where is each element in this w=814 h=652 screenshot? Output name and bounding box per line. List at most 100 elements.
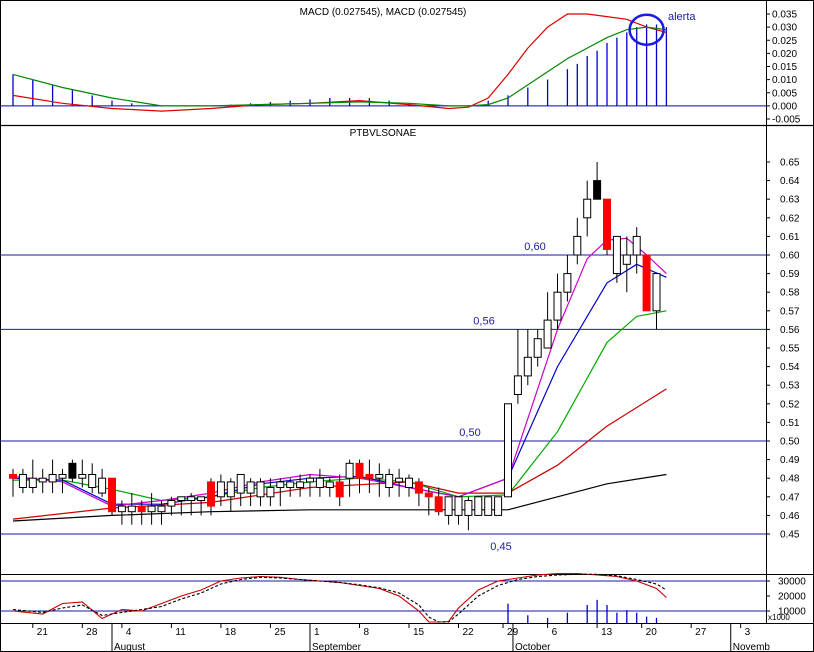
x-month-label: Novemb bbox=[733, 642, 771, 652]
candle-body bbox=[216, 481, 225, 498]
candle-body bbox=[226, 481, 235, 498]
candle-body bbox=[58, 473, 67, 479]
candle-body bbox=[622, 254, 631, 265]
candle-body bbox=[108, 477, 116, 513]
candle-body bbox=[88, 473, 97, 489]
macd-y-tick-label: 0.025 bbox=[772, 36, 797, 47]
macd-title: MACD (0.027545), MACD (0.027545) bbox=[300, 7, 467, 18]
price-y-tick-label: 0.52 bbox=[780, 399, 800, 410]
candle-body bbox=[563, 273, 572, 293]
x-day-tick-label: 25 bbox=[274, 627, 286, 638]
candle-body bbox=[365, 473, 374, 479]
candle-body bbox=[18, 473, 27, 489]
support-resistance-label: 0,60 bbox=[524, 241, 545, 253]
price-y-tick-label: 0.65 bbox=[780, 158, 800, 169]
candle-body bbox=[315, 477, 324, 489]
candle-body bbox=[137, 505, 146, 513]
price-y-tick-label: 0.54 bbox=[780, 362, 800, 373]
x-day-tick-label: 20 bbox=[646, 627, 658, 638]
price-y-tick-label: 0.47 bbox=[780, 492, 800, 503]
candle-body bbox=[177, 496, 186, 502]
osc-y-tick-label: 10000 bbox=[778, 607, 806, 618]
candle-body bbox=[385, 473, 394, 489]
candle-body bbox=[444, 496, 453, 516]
candle-body bbox=[167, 500, 176, 507]
candle-body bbox=[306, 477, 314, 483]
price-y-tick-label: 0.45 bbox=[780, 530, 800, 541]
candle-body bbox=[612, 235, 621, 275]
candle-body bbox=[414, 481, 423, 494]
price-y-tick-label: 0.63 bbox=[780, 195, 800, 206]
candle-body bbox=[197, 496, 206, 502]
price-y-tick-label: 0.59 bbox=[780, 269, 800, 280]
macd-line bbox=[12, 13, 667, 112]
candle-body bbox=[395, 477, 404, 483]
candle-body bbox=[504, 403, 512, 498]
x-month-label: August bbox=[114, 642, 145, 652]
candle-body bbox=[375, 473, 384, 479]
macd-y-tick-label: -0.005 bbox=[772, 115, 801, 126]
x-day-tick-label: 22 bbox=[463, 627, 475, 638]
candle-body bbox=[593, 180, 602, 200]
support-resistance-label: 0,56 bbox=[473, 315, 494, 327]
macd-y-tick-label: 0.015 bbox=[772, 62, 797, 73]
x-day-tick-label: 1 bbox=[314, 627, 320, 638]
candle-body bbox=[98, 477, 107, 494]
macd-signal-line bbox=[12, 26, 667, 107]
price-y-tick-label: 0.55 bbox=[780, 344, 800, 355]
x-day-tick-label: 13 bbox=[601, 627, 613, 638]
macd-panel: -0.005 0.000 0.005 0.010 0.015 0.020 0.025 0.03… bbox=[0, 10, 801, 126]
macd-y-tick-label: 0.030 bbox=[772, 23, 797, 34]
osc-y-tick-label: 30000 bbox=[778, 577, 806, 588]
candle-body bbox=[276, 481, 285, 489]
x-day-tick-label: 4 bbox=[126, 627, 132, 638]
price-y-tick-label: 0.61 bbox=[780, 232, 800, 243]
candle-body bbox=[286, 481, 295, 489]
price-y-tick-label: 0.49 bbox=[780, 455, 800, 466]
candle-body bbox=[325, 481, 334, 489]
x-day-tick-label: 21 bbox=[37, 627, 49, 638]
x-day-tick-label: 8 bbox=[364, 627, 370, 638]
candle-body bbox=[632, 235, 641, 256]
x-day-tick-label: 18 bbox=[225, 627, 237, 638]
price-y-tick-label: 0.53 bbox=[780, 381, 800, 392]
price-y-tick-label: 0.57 bbox=[780, 306, 800, 317]
candle-body bbox=[157, 505, 166, 513]
x-month-label: October bbox=[515, 642, 551, 652]
price-y-tick-label: 0.51 bbox=[780, 418, 800, 429]
candle-body bbox=[147, 505, 156, 513]
candle-body bbox=[573, 235, 582, 256]
price-title: PTBVLSONAE bbox=[350, 128, 417, 139]
macd-y-tick-label: 0.005 bbox=[772, 88, 797, 99]
osc-y-tick-label: 20000 bbox=[778, 592, 806, 603]
support-resistance-label: 0,50 bbox=[459, 427, 480, 439]
moving-average-line bbox=[13, 310, 667, 502]
alert-circle bbox=[628, 13, 665, 46]
candle-body bbox=[553, 291, 562, 321]
candle-body bbox=[68, 462, 77, 479]
candle-body bbox=[266, 487, 275, 498]
candle-body bbox=[117, 505, 126, 513]
x-month-label: September bbox=[312, 642, 362, 652]
x-day-tick-label: 6 bbox=[552, 627, 558, 638]
candle-body bbox=[48, 473, 57, 483]
candle-body bbox=[405, 477, 413, 489]
candle-body bbox=[494, 496, 503, 516]
x-day-tick-label: 28 bbox=[86, 627, 98, 638]
candle-body bbox=[78, 473, 87, 479]
candle-body bbox=[207, 481, 215, 507]
x-day-tick-label: 11 bbox=[175, 627, 186, 638]
support-resistance-label: 0,45 bbox=[490, 541, 511, 553]
price-y-tick-label: 0.64 bbox=[780, 176, 800, 187]
candle-body bbox=[513, 375, 522, 395]
candle-body bbox=[523, 356, 532, 377]
x-axis: 212841118251815222961320273AugustSeptemb… bbox=[32, 623, 771, 652]
oscillator-unit: x1000 bbox=[768, 613, 790, 622]
oscillator-signal-line bbox=[12, 573, 667, 623]
candle-body bbox=[345, 462, 354, 479]
candle-body bbox=[583, 198, 592, 219]
moving-average-line bbox=[12, 263, 667, 505]
candle-body bbox=[256, 481, 265, 498]
candle-body bbox=[424, 492, 433, 498]
